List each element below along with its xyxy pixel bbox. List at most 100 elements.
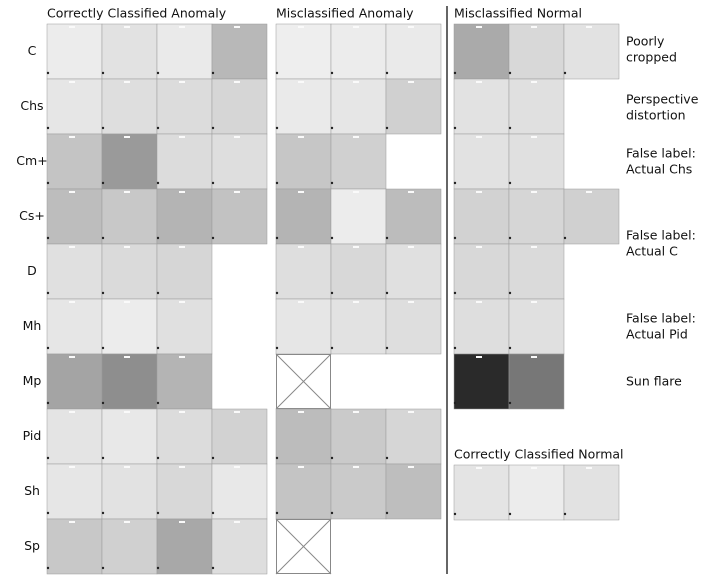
note: Sun flare	[626, 374, 682, 389]
corner	[330, 71, 334, 75]
busbar	[69, 411, 75, 413]
corner	[508, 512, 512, 516]
image-tile	[211, 518, 268, 575]
image-tile	[156, 518, 213, 575]
busbar	[298, 136, 304, 138]
corner	[330, 511, 334, 515]
busbar	[69, 466, 75, 468]
note: False label:	[626, 311, 696, 326]
corner	[156, 566, 160, 570]
note: Actual Chs	[626, 162, 692, 177]
busbar	[476, 356, 482, 358]
corner	[508, 236, 512, 240]
busbar	[69, 356, 75, 358]
image-tile	[563, 188, 620, 245]
image-tile	[453, 133, 510, 190]
busbar	[408, 301, 414, 303]
corner	[453, 236, 457, 240]
busbar	[179, 521, 185, 523]
corner	[211, 71, 215, 75]
corner	[275, 236, 279, 240]
image-tile	[508, 353, 565, 410]
image-tile	[330, 463, 387, 520]
corner	[508, 346, 512, 350]
busbar	[298, 26, 304, 28]
corner	[330, 236, 334, 240]
image-tile	[453, 353, 510, 410]
corner	[156, 346, 160, 350]
note: cropped	[626, 50, 677, 65]
corner	[563, 71, 567, 75]
corner	[211, 181, 215, 185]
header: Correctly Classified Normal	[454, 447, 624, 462]
busbar	[353, 26, 359, 28]
busbar	[408, 191, 414, 193]
busbar	[353, 466, 359, 468]
busbar	[353, 301, 359, 303]
corner	[156, 291, 160, 295]
busbar	[298, 466, 304, 468]
busbar	[476, 81, 482, 83]
image-tile	[101, 463, 158, 520]
image-tile	[156, 298, 213, 355]
note: False label:	[626, 146, 696, 161]
corner	[453, 71, 457, 75]
image-tile	[101, 188, 158, 245]
busbar	[124, 356, 130, 358]
image-tile	[156, 353, 213, 410]
image-tile	[101, 298, 158, 355]
image-tile	[453, 23, 510, 80]
row-label: Cm+	[16, 153, 47, 168]
corner	[330, 126, 334, 130]
row-label: Pid	[23, 428, 42, 443]
image-grid	[46, 23, 620, 575]
corner	[101, 566, 105, 570]
corner	[46, 181, 50, 185]
image-tile	[46, 78, 103, 135]
image-tile	[156, 188, 213, 245]
corner	[101, 456, 105, 460]
busbar	[179, 301, 185, 303]
corner	[101, 511, 105, 515]
corner	[275, 126, 279, 130]
corner	[563, 236, 567, 240]
image-tile	[275, 23, 332, 80]
busbar	[234, 191, 240, 193]
image-tile	[385, 298, 442, 355]
busbar	[124, 301, 130, 303]
corner	[211, 456, 215, 460]
corner	[508, 71, 512, 75]
image-tile	[101, 353, 158, 410]
corner	[453, 401, 457, 405]
corner	[508, 126, 512, 130]
corner	[46, 566, 50, 570]
row-label: Mp	[23, 373, 42, 388]
busbar	[69, 191, 75, 193]
busbar	[179, 136, 185, 138]
row-label: Cs+	[19, 208, 45, 223]
busbar	[408, 466, 414, 468]
image-tile	[211, 188, 268, 245]
corner	[508, 401, 512, 405]
image-tile	[156, 243, 213, 300]
busbar	[531, 81, 537, 83]
busbar	[179, 81, 185, 83]
busbar	[69, 301, 75, 303]
corner	[156, 511, 160, 515]
image-tile	[385, 78, 442, 135]
busbar	[531, 136, 537, 138]
row-label: D	[27, 263, 37, 278]
busbar	[298, 411, 304, 413]
image-tile	[156, 133, 213, 190]
corner	[101, 126, 105, 130]
corner	[275, 291, 279, 295]
busbar	[353, 191, 359, 193]
busbar	[353, 136, 359, 138]
corner	[385, 291, 389, 295]
busbar	[69, 246, 75, 248]
busbar	[234, 411, 240, 413]
corner	[275, 181, 279, 185]
row-label: Sh	[24, 483, 40, 498]
image-tile	[46, 243, 103, 300]
